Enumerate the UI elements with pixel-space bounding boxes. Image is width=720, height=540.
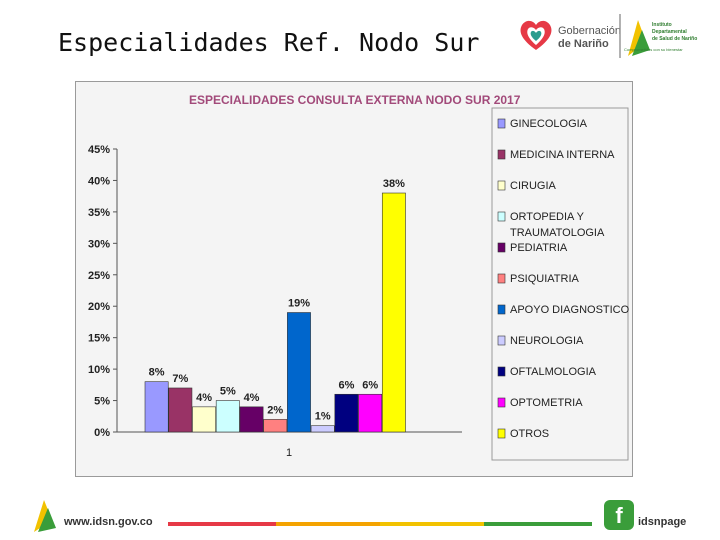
data-labels: 8% 7% 4% 5% 4% 2% 19% 1% 6% 6% 38% — [149, 178, 405, 423]
y-axis: 0% 5% 10% 15% 20% 25% 30% 35% 40% 45% — [88, 144, 462, 439]
legend-label: NEUROLOGIA — [510, 335, 584, 347]
bar-chart: ESPECIALIDADES CONSULTA EXTERNA NODO SUR… — [88, 93, 630, 461]
y-tick-label: 45% — [88, 144, 110, 156]
legend-swatch — [497, 118, 506, 129]
footer-line-yellow — [380, 522, 484, 526]
footer: f — [34, 500, 634, 532]
idsn-logo-text-2: Departamental — [652, 29, 687, 35]
legend-swatch — [497, 335, 506, 346]
legend-label: PEDIATRIA — [510, 242, 568, 254]
gob-logo-text-2: de Nariño — [558, 38, 609, 50]
bar — [287, 312, 311, 433]
header-logos: Gobernación de Nariño Instituto Departam… — [520, 14, 697, 58]
y-tick-label: 40% — [88, 175, 110, 187]
legend-swatch — [497, 428, 506, 439]
y-tick-label: 30% — [88, 238, 110, 250]
footer-line-green — [484, 522, 592, 526]
legend-label: TRAUMATOLOGIA — [510, 227, 605, 239]
data-label: 4% — [244, 392, 260, 404]
y-tick-label: 0% — [94, 427, 110, 439]
y-tick-label: 20% — [88, 301, 110, 313]
legend-label: GINECOLOGIA — [510, 118, 588, 130]
bars — [144, 192, 406, 433]
data-label: 19% — [288, 298, 310, 310]
data-label: 7% — [172, 373, 188, 385]
footer-line-red — [168, 522, 276, 526]
idsn-logo-text-4: Comprometidos con su bienestar — [624, 47, 683, 52]
data-label: 6% — [338, 379, 354, 391]
legend-swatch — [497, 273, 506, 284]
legend-swatch — [497, 180, 506, 191]
legend-label: OTROS — [510, 428, 549, 440]
y-tick-label: 15% — [88, 333, 110, 345]
idsn-logo: Instituto Departamental de Salud de Nari… — [624, 20, 697, 56]
idsn-logo-text-1: Instituto — [652, 22, 672, 28]
y-tick-label: 25% — [88, 270, 110, 282]
bar — [381, 192, 406, 433]
idsn-footer-logo — [34, 500, 56, 532]
legend-swatch — [497, 366, 506, 377]
legend-swatch — [497, 149, 506, 160]
chart-title: ESPECIALIDADES CONSULTA EXTERNA NODO SUR… — [189, 93, 521, 107]
gob-logo-text-1: Gobernación — [558, 25, 621, 37]
legend-label: APOYO DIAGNOSTICO — [510, 304, 630, 316]
bar — [334, 393, 359, 433]
y-tick-label: 10% — [88, 364, 110, 376]
legend-label: CIRUGIA — [510, 180, 557, 192]
legend-swatch — [497, 211, 506, 222]
legend-swatch — [497, 242, 506, 253]
legend-label: OPTOMETRIA — [510, 397, 583, 409]
y-tick-label: 5% — [94, 396, 110, 408]
legend-label: OFTALMOLOGIA — [510, 366, 597, 378]
idsn-logo-text-3: de Salud de Nariño — [652, 36, 697, 42]
data-label: 38% — [383, 178, 405, 190]
bar — [239, 406, 264, 433]
y-tick-label: 35% — [88, 207, 110, 219]
slide-title: Especialidades Ref. Nodo Sur — [58, 28, 480, 57]
bar — [263, 419, 288, 433]
chart-frame: ESPECIALIDADES CONSULTA EXTERNA NODO SUR… — [75, 81, 633, 477]
facebook-icon[interactable]: f — [604, 500, 634, 530]
footer-url[interactable]: www.idsn.gov.co — [64, 516, 153, 528]
data-label: 2% — [267, 404, 283, 416]
footer-social-handle[interactable]: idsnpage — [638, 516, 687, 528]
bar — [358, 393, 383, 433]
x-tick-label: 1 — [286, 447, 292, 459]
legend-box — [491, 107, 629, 461]
bar — [310, 425, 335, 433]
legend-swatch — [497, 397, 506, 408]
bar — [168, 387, 193, 433]
legend-label: MEDICINA INTERNA — [510, 149, 615, 161]
legend-label: ORTOPEDIA Y — [510, 211, 585, 223]
data-label: 6% — [362, 379, 378, 391]
data-label: 4% — [196, 392, 212, 404]
data-label: 1% — [315, 411, 331, 423]
footer-line-orange — [276, 522, 380, 526]
legend-label: PSIQUIATRIA — [510, 273, 580, 285]
bar — [144, 381, 169, 433]
legend: GINECOLOGIA MEDICINA INTERNA CIRUGIA ORTOPE… — [491, 107, 630, 461]
bar — [192, 406, 216, 433]
gobernacion-logo: Gobernación de Nariño — [520, 20, 621, 50]
data-label: 8% — [149, 367, 165, 379]
svg-text:f: f — [615, 503, 623, 528]
legend-swatch — [497, 304, 506, 315]
bar — [215, 400, 240, 433]
data-label: 5% — [220, 386, 236, 398]
